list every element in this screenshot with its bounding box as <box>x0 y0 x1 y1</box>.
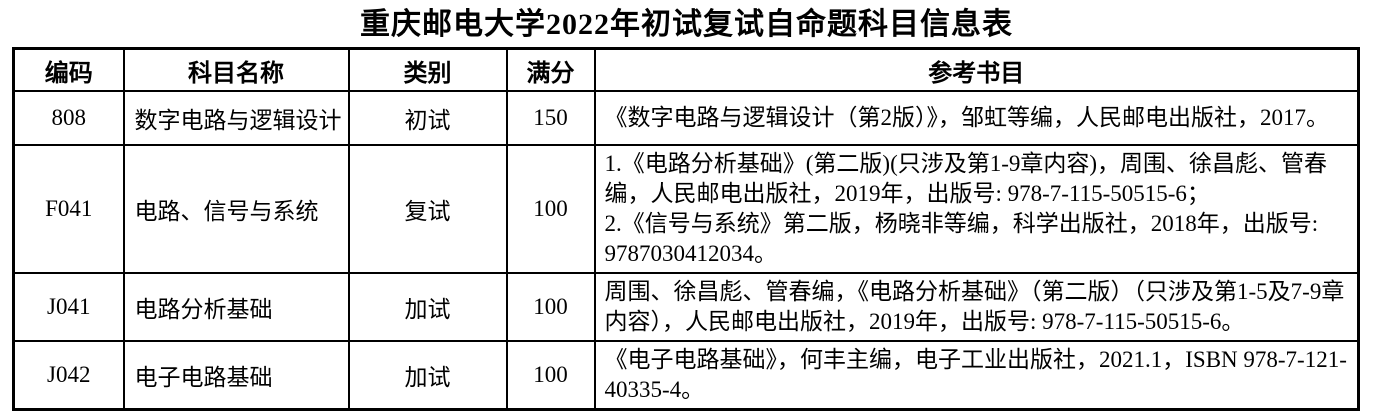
cell-reference-books: 1.《电路分析基础》(第二版)(只涉及第1-9章内容)，周围、徐昌彪、管春编，人… <box>593 144 1360 274</box>
cell-reference-books: 周围、徐昌彪、管春编，《电路分析基础》（第二版）（只涉及第1-5及7-9章内容）… <box>593 272 1360 342</box>
cell-full-score: 100 <box>505 340 596 411</box>
header-code: 编码 <box>12 47 125 92</box>
table-row: 808 数字电路与逻辑设计 初试 150 《数字电路与逻辑设计（第2版）》，邹虹… <box>12 90 1360 146</box>
cell-code: F041 <box>12 144 125 274</box>
cell-category: 加试 <box>347 340 508 411</box>
table-row: J041 电路分析基础 加试 100 周围、徐昌彪、管春编，《电路分析基础》（第… <box>12 272 1360 342</box>
cell-reference-books: 《数字电路与逻辑设计（第2版）》，邹虹等编，人民邮电出版社，2017。 <box>593 90 1360 146</box>
subject-info-table: 编码 科目名称 类别 满分 参考书目 808 数字电路与逻辑设计 初试 150 … <box>12 47 1360 411</box>
cell-category: 复试 <box>347 144 508 274</box>
page-title: 重庆邮电大学2022年初试复试自命题科目信息表 <box>360 8 1013 41</box>
cell-subject-name: 数字电路与逻辑设计 <box>122 90 350 146</box>
cell-subject-name: 电子电路基础 <box>122 340 350 411</box>
cell-subject-name: 电路分析基础 <box>122 272 350 342</box>
table-header-row: 编码 科目名称 类别 满分 参考书目 <box>12 47 1360 92</box>
cell-full-score: 150 <box>505 90 596 146</box>
cell-subject-name: 电路、信号与系统 <box>122 144 350 274</box>
table-row: F041 电路、信号与系统 复试 100 1.《电路分析基础》(第二版)(只涉及… <box>12 144 1360 274</box>
cell-code: J041 <box>12 272 125 342</box>
cell-code: J042 <box>12 340 125 411</box>
header-full-score: 满分 <box>505 47 596 92</box>
cell-full-score: 100 <box>505 272 596 342</box>
header-category: 类别 <box>347 47 508 92</box>
cell-code: 808 <box>12 90 125 146</box>
cell-category: 加试 <box>347 272 508 342</box>
header-subject-name: 科目名称 <box>122 47 350 92</box>
cell-reference-books: 《电子电路基础》，何丰主编，电子工业出版社，2021.1，ISBN 978-7-… <box>593 340 1360 411</box>
cell-category: 初试 <box>347 90 508 146</box>
header-reference-books: 参考书目 <box>593 47 1360 92</box>
cell-full-score: 100 <box>505 144 596 274</box>
table-row: J042 电子电路基础 加试 100 《电子电路基础》，何丰主编，电子工业出版社… <box>12 340 1360 411</box>
